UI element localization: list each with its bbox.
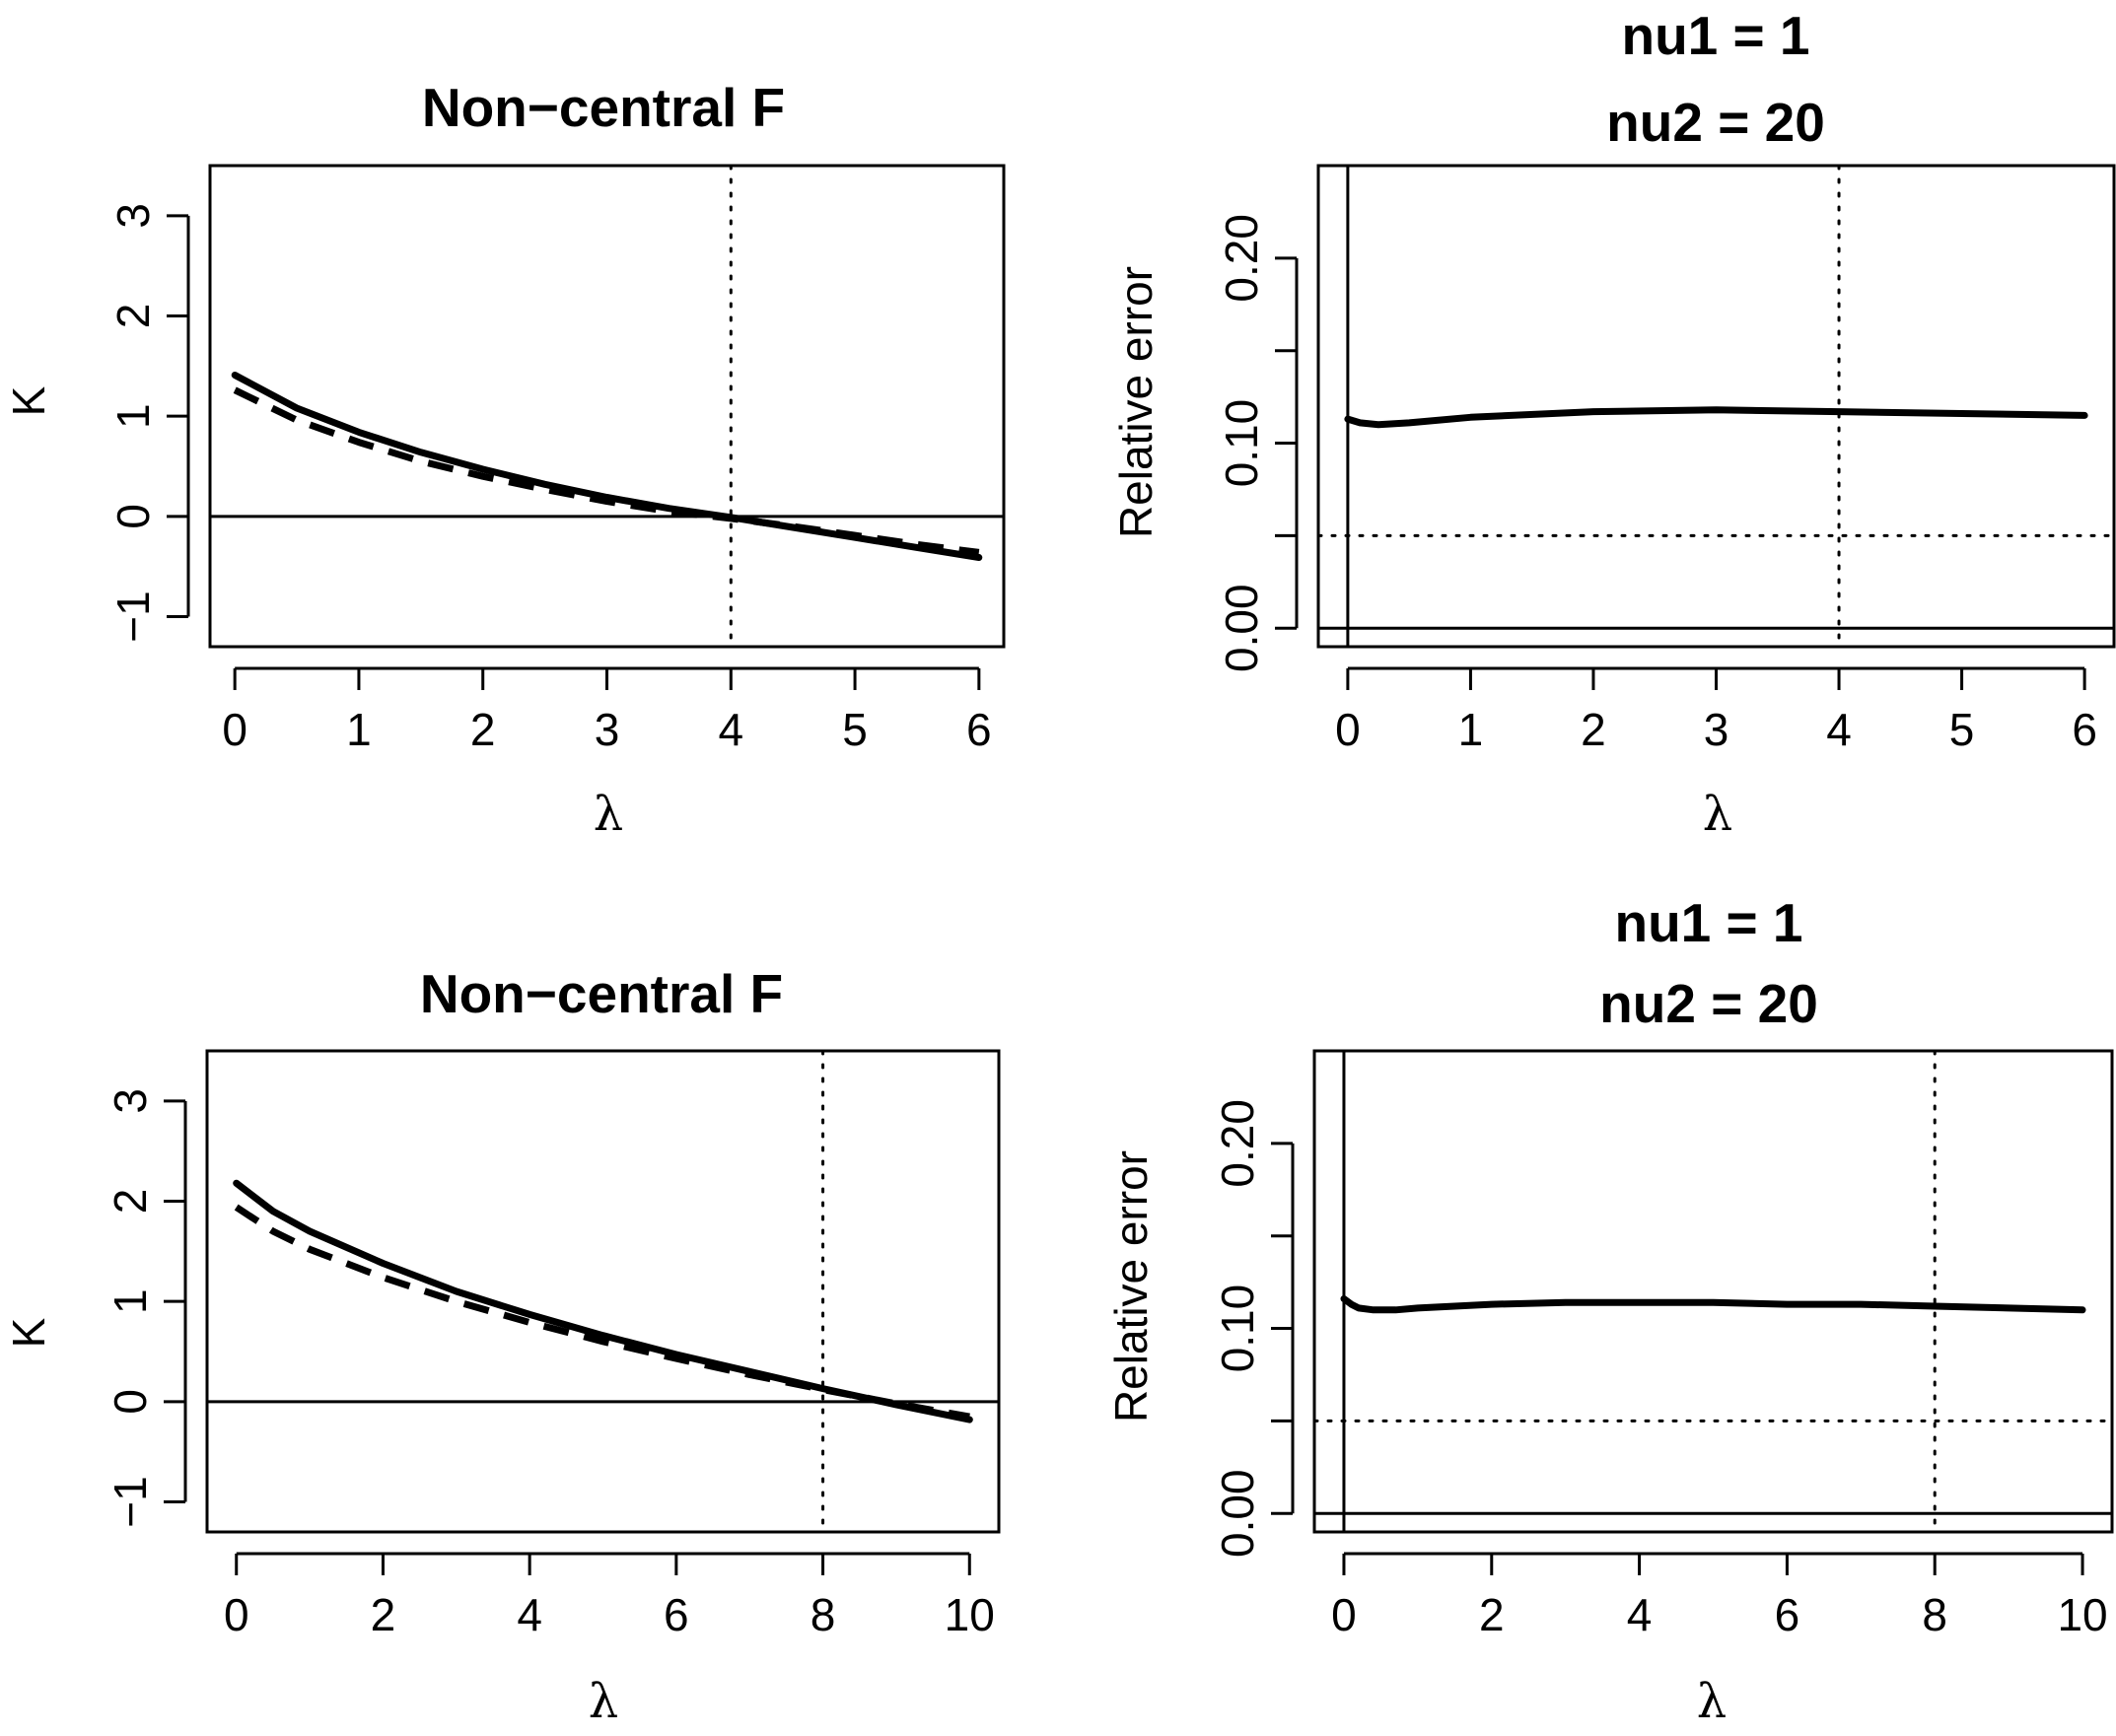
- x-axis-label: λ: [1703, 787, 1732, 842]
- panel-title-line-2: nu2 = 20: [1599, 973, 1818, 1034]
- y-tick-label: −1: [105, 1476, 156, 1527]
- y-tick-label: 1: [105, 1288, 156, 1314]
- y-tick-label: 0.10: [1216, 399, 1267, 488]
- x-tick-label: 8: [811, 1589, 836, 1640]
- x-tick-label: 4: [1627, 1589, 1653, 1640]
- y-tick-label: 1: [107, 403, 159, 429]
- x-tick-label: 10: [945, 1589, 995, 1640]
- x-tick-label: 4: [1826, 704, 1852, 755]
- series-line-dashed: [234, 1204, 970, 1421]
- x-axis-label: λ: [594, 787, 623, 842]
- x-tick-label: 10: [2057, 1589, 2107, 1640]
- x-tick-label: 4: [517, 1589, 542, 1640]
- x-axis-label: λ: [589, 1674, 618, 1729]
- y-axis-label: K: [3, 385, 54, 416]
- plot-frame: [1312, 1049, 2114, 1534]
- x-tick-label: 6: [1775, 1589, 1800, 1640]
- panel-title-line-1: nu1 = 1: [1614, 892, 1802, 953]
- x-tick-label: 0: [1335, 704, 1361, 755]
- x-axis-label: λ: [1697, 1674, 1727, 1729]
- series-line-solid: [231, 372, 983, 561]
- y-axis-label: Relative error: [1110, 266, 1162, 538]
- x-tick-label: 1: [1458, 704, 1484, 755]
- plot-frame: [1316, 164, 2116, 649]
- x-tick-label: 6: [664, 1589, 689, 1640]
- panel-top-left: Non−central F K λ 0 1 2 3 4 5 6 −1 0 1 2 3: [3, 77, 1006, 842]
- y-tick-label: 0.20: [1212, 1099, 1263, 1188]
- y-axis-label: Relative error: [1105, 1150, 1157, 1423]
- x-tick-label: 5: [842, 704, 868, 755]
- x-tick-label: 5: [1949, 704, 1975, 755]
- panel-title: Non−central F: [420, 963, 783, 1024]
- x-tick-label: 0: [224, 1589, 249, 1640]
- x-tick-label: 6: [966, 704, 992, 755]
- x-tick-label: 3: [595, 704, 620, 755]
- y-tick-label: 0: [105, 1389, 156, 1415]
- y-tick-label: 0.10: [1212, 1285, 1263, 1373]
- x-tick-label: 4: [718, 704, 743, 755]
- y-tick-label: 3: [107, 203, 159, 229]
- x-tick-label: 1: [346, 704, 372, 755]
- panel-bottom-right: nu1 = 1 nu2 = 20 Relative error λ 0 2 4 6 8 1…: [1105, 892, 2114, 1729]
- y-tick-label: 3: [105, 1088, 156, 1114]
- y-tick-label: 0.00: [1212, 1469, 1263, 1558]
- x-tick-label: 3: [1704, 704, 1729, 755]
- panel-title-line-1: nu1 = 1: [1621, 5, 1809, 66]
- x-tick-label: 0: [222, 704, 247, 755]
- series-line-solid: [233, 1179, 973, 1424]
- panel-bottom-left: Non−central F K λ 0 2 4 6 8 10 −1 0 1 2 3: [3, 963, 1001, 1729]
- panel-title: Non−central F: [422, 77, 785, 138]
- x-tick-label: 2: [1479, 1589, 1505, 1640]
- x-tick-label: 0: [1331, 1589, 1357, 1640]
- y-tick-label: 0: [107, 504, 159, 529]
- y-tick-label: 2: [105, 1189, 156, 1215]
- y-tick-label: 2: [107, 304, 159, 329]
- y-axis-label: K: [3, 1317, 54, 1348]
- x-tick-label: 2: [1581, 704, 1606, 755]
- plot-frame: [205, 1049, 1001, 1534]
- series-line-solid: [1340, 1295, 2086, 1314]
- series-line-solid: [1344, 406, 2088, 429]
- x-tick-label: 2: [371, 1589, 396, 1640]
- panel-top-right: nu1 = 1 nu2 = 20 Relative error λ 0 1 2 3 4 5…: [1110, 5, 2116, 842]
- y-tick-label: 0.20: [1216, 214, 1267, 303]
- x-tick-label: 6: [2072, 704, 2097, 755]
- series-line-dashed: [233, 386, 980, 556]
- y-tick-label: 0.00: [1216, 584, 1267, 672]
- panel-title-line-2: nu2 = 20: [1606, 92, 1825, 153]
- y-tick-label: −1: [107, 590, 159, 642]
- x-tick-label: 8: [1922, 1589, 1947, 1640]
- x-tick-label: 2: [470, 704, 496, 755]
- plot-frame: [208, 164, 1006, 649]
